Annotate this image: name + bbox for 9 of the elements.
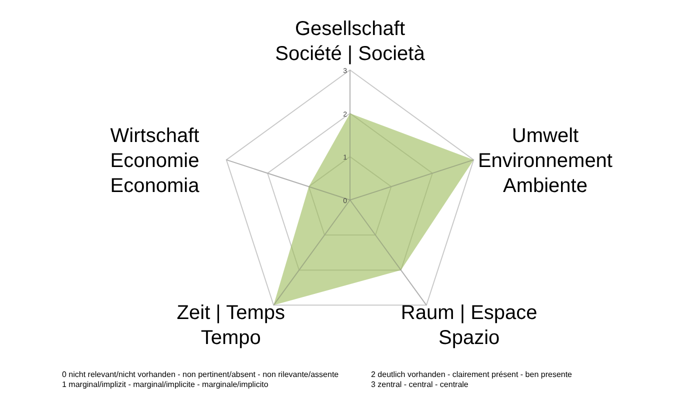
spoke-label: Umwelt Environnement Ambiente xyxy=(478,124,613,197)
text: 2 deutlich vorhanden - clairement présent - ben presente xyxy=(371,370,573,379)
spoke-label: Zeit | Temps Tempo xyxy=(176,302,285,350)
spoke-label: Gesellschaft Société | Società xyxy=(275,18,426,65)
text: 3 zentral - central - centrale xyxy=(371,380,469,389)
text: 1 marginal/implizit - marginal/implicite - marginale/implicito xyxy=(62,380,269,389)
spoke-label: Raum | Espace Spazio xyxy=(400,302,538,350)
text: 0 nicht relevant/nicht vorhanden - non pertinent/absent - non rilevante/assente xyxy=(62,370,340,379)
spoke-label: Wirtschaft Economie Economia xyxy=(110,124,200,197)
